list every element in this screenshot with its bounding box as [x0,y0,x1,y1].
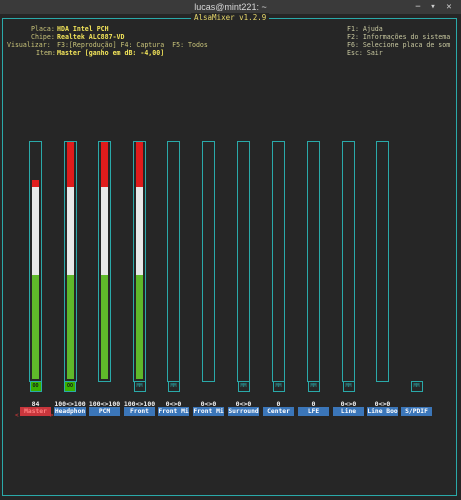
volume-value-7: 0 [276,400,281,408]
mute-toggle-9[interactable]: MM [342,381,355,392]
volume-value-1: 100<>100 [54,400,86,408]
volume-value-8: 0 [311,400,316,408]
mute-toggle-11[interactable]: MM [410,381,423,392]
level-red-3 [136,142,143,188]
volume-slider-2[interactable] [98,141,111,382]
mute-toggle-3[interactable]: MM [133,381,146,392]
channel-label-6[interactable]: Surround [228,407,259,416]
volume-value-0: 84 [31,400,40,408]
selection-marker-left: < [15,412,19,419]
select-card-key: F6: Selecione placa de som [347,41,451,49]
window-title: lucas@mint221: ~ [194,2,267,12]
mute-toggle-4[interactable]: MM [167,381,180,392]
view-label: Visualizar: [7,41,51,49]
channel-label-9[interactable]: Line [333,407,364,416]
volume-value-4: 0<>0 [165,400,182,408]
exit-key: Esc: Sair [347,49,383,57]
volume-value-9: 0<>0 [340,400,357,408]
level-green-1 [66,274,74,379]
item-label: Item: [36,49,56,57]
volume-slider-6[interactable] [237,141,250,382]
app-title: AlsaMixer v1.2.9 [191,13,270,23]
volume-slider-5[interactable] [202,141,215,382]
mute-toggle-6[interactable]: MM [237,381,250,392]
item-value: Master [ganho em dB: -4,00] [57,49,165,57]
channel-label-4[interactable]: Front Mi [158,407,189,416]
close-icon[interactable]: ✕ [446,2,452,12]
mute-toggle-8[interactable]: MM [307,381,320,392]
level-red-0 [32,179,39,188]
volume-slider-0[interactable] [29,141,42,382]
level-white-3 [136,187,143,275]
level-white-1 [66,187,74,275]
view-value: F3:[Reprodução] F4: Captura F5: Todos [57,41,208,49]
chip-label: Chipe: [31,33,55,41]
volume-slider-7[interactable] [272,141,285,382]
chip-value: Realtek ALC887-VD [57,33,125,41]
minimize-icon[interactable]: − [415,2,421,12]
level-white-0 [32,187,39,275]
restore-icon[interactable]: ▾ [430,2,436,12]
level-red-1 [66,142,74,188]
volume-slider-4[interactable] [167,141,180,382]
sysinfo-key: F2: Informações do sistema [347,33,451,41]
selection-marker-right: > [50,412,54,419]
card-label: Placa: [31,25,55,33]
mute-toggle-7[interactable]: MM [272,381,285,392]
level-white-2 [101,187,108,275]
volume-value-5: 0<>0 [200,400,217,408]
help-key: F1: Ajuda [347,25,383,33]
level-green-2 [101,274,108,379]
channel-label-0[interactable]: Master [20,407,51,416]
channel-label-5[interactable]: Front Mi [193,407,224,416]
window-titlebar: lucas@mint221: ~ [0,0,461,14]
volume-value-10: 0<>0 [374,400,391,408]
channel-label-7[interactable]: Center [263,407,294,416]
channel-label-10[interactable]: Line Boo [367,407,398,416]
volume-slider-3[interactable] [133,141,146,382]
channel-label-11[interactable]: S/PDIF [401,407,432,416]
channel-label-1[interactable]: Headphon [54,407,86,416]
terminal-area[interactable] [0,14,461,500]
level-green-0 [32,274,39,379]
level-red-2 [101,142,108,188]
volume-value-2: 100<>100 [88,400,121,408]
mute-toggle-1[interactable]: OO [64,381,76,392]
volume-value-6: 0<>0 [235,400,252,408]
channel-label-8[interactable]: LFE [298,407,329,416]
volume-slider-8[interactable] [307,141,320,382]
volume-value-3: 100<>100 [123,400,156,408]
volume-slider-10[interactable] [376,141,389,382]
level-green-3 [136,274,143,379]
channel-label-2[interactable]: PCM [89,407,120,416]
volume-slider-9[interactable] [342,141,355,382]
volume-slider-1[interactable] [63,141,77,382]
mute-toggle-0[interactable]: OO [29,381,42,392]
channel-label-3[interactable]: Front [124,407,155,416]
card-value: HDA Intel PCH [57,25,109,33]
